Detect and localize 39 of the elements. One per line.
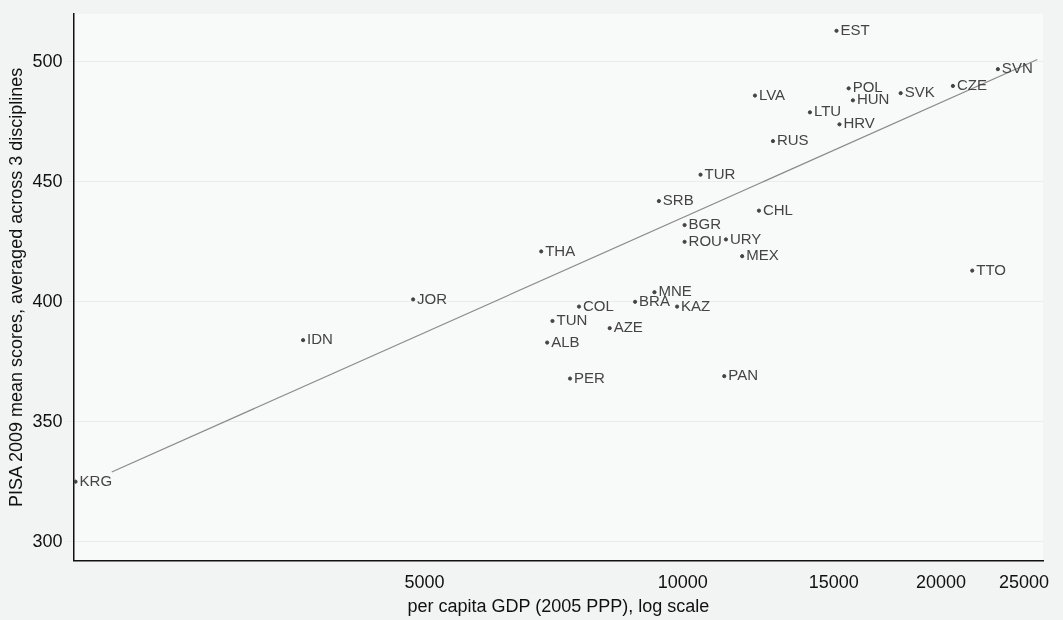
data-label: CZE [956, 76, 987, 94]
y-tick-label: 350 [32, 410, 63, 431]
data-label: SRB [662, 191, 694, 209]
data-label: PAN [728, 366, 759, 384]
data-label: LVA [758, 85, 786, 103]
data-label: HRV [843, 114, 875, 132]
x-tick-label: 10000 [657, 571, 708, 592]
data-label: EST [840, 20, 870, 38]
data-label: ALB [551, 332, 580, 350]
x-tick-label: 5000 [404, 571, 445, 592]
data-label: IDN [307, 330, 333, 348]
data-label: THA [545, 241, 576, 259]
data-label: AZE [613, 318, 643, 336]
y-tick-label: 300 [32, 530, 63, 551]
data-label: TUR [704, 164, 736, 182]
x-tick-label: 20000 [915, 571, 966, 592]
y-tick-label: 500 [32, 50, 63, 71]
data-label: SVN [1001, 59, 1033, 77]
data-label: TTO [976, 260, 1006, 278]
data-label: CHL [762, 200, 793, 218]
x-tick-label: 25000 [999, 571, 1050, 592]
data-label: KAZ [681, 296, 711, 314]
data-label: URY [729, 229, 762, 247]
data-label: MEX [746, 246, 779, 264]
data-label: RUS [776, 131, 809, 149]
x-axis-title: per capita GDP (2005 PPP), log scale [407, 596, 710, 617]
data-label: SVK [904, 83, 935, 101]
data-label: TUN [556, 311, 588, 329]
data-label: JOR [417, 289, 448, 307]
y-axis-title: PISA 2009 mean scores, averaged across 3 disciplines [5, 67, 26, 508]
y-tick-label: 450 [32, 170, 63, 191]
x-tick-label: 15000 [808, 571, 859, 592]
data-label: PER [574, 368, 606, 386]
data-label: LTU [813, 102, 842, 120]
y-tick-label: 400 [32, 290, 63, 311]
data-label: BGR [688, 215, 722, 233]
data-label: KRG [79, 471, 113, 489]
data-label: COL [582, 296, 614, 314]
data-label: ROU [688, 231, 722, 249]
